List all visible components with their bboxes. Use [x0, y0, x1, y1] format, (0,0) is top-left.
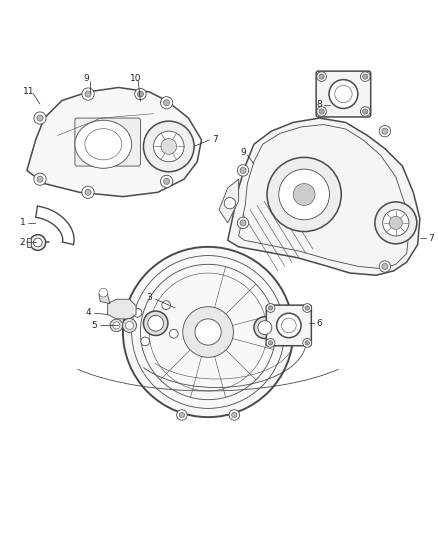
Circle shape	[170, 329, 178, 338]
Circle shape	[153, 131, 184, 161]
FancyBboxPatch shape	[266, 305, 311, 346]
Circle shape	[85, 189, 91, 195]
Circle shape	[319, 109, 324, 114]
Circle shape	[303, 338, 311, 348]
Circle shape	[33, 238, 42, 247]
Circle shape	[293, 183, 315, 205]
Text: 7: 7	[212, 135, 218, 144]
Circle shape	[266, 338, 275, 348]
Circle shape	[389, 216, 403, 229]
Circle shape	[258, 321, 272, 335]
Circle shape	[317, 72, 326, 82]
Circle shape	[383, 210, 409, 236]
Circle shape	[363, 109, 368, 114]
PathPatch shape	[228, 118, 420, 275]
Circle shape	[237, 165, 249, 176]
Circle shape	[382, 263, 388, 270]
Circle shape	[138, 91, 144, 97]
Text: 10: 10	[130, 74, 142, 83]
Text: 7: 7	[428, 233, 434, 243]
Circle shape	[144, 311, 168, 335]
Circle shape	[82, 88, 94, 100]
Circle shape	[360, 107, 370, 116]
Circle shape	[126, 321, 134, 329]
PathPatch shape	[99, 290, 110, 304]
Circle shape	[123, 247, 293, 417]
Circle shape	[277, 313, 301, 338]
FancyBboxPatch shape	[75, 118, 141, 166]
Circle shape	[240, 220, 246, 226]
Circle shape	[183, 306, 233, 357]
Circle shape	[99, 288, 108, 297]
Circle shape	[360, 72, 370, 82]
Circle shape	[379, 125, 391, 137]
Ellipse shape	[75, 120, 132, 168]
Circle shape	[161, 139, 177, 154]
Circle shape	[303, 304, 311, 312]
Text: 3: 3	[146, 293, 152, 302]
PathPatch shape	[219, 179, 239, 223]
Circle shape	[237, 217, 249, 229]
Circle shape	[224, 198, 236, 209]
Circle shape	[82, 186, 94, 198]
PathPatch shape	[27, 87, 201, 197]
Circle shape	[266, 304, 275, 312]
Text: 2: 2	[20, 238, 25, 247]
Circle shape	[240, 167, 246, 174]
Circle shape	[148, 316, 163, 331]
Circle shape	[268, 306, 273, 310]
Bar	[27, 238, 31, 247]
Circle shape	[160, 175, 173, 188]
Circle shape	[363, 74, 368, 79]
Circle shape	[37, 176, 43, 182]
Circle shape	[177, 410, 187, 420]
Circle shape	[267, 157, 341, 231]
Circle shape	[232, 413, 237, 417]
Circle shape	[317, 107, 326, 116]
Circle shape	[163, 100, 170, 106]
Circle shape	[30, 235, 46, 251]
Circle shape	[195, 319, 221, 345]
Circle shape	[382, 128, 388, 134]
Circle shape	[254, 317, 276, 338]
Text: 1: 1	[20, 219, 25, 228]
Text: 9: 9	[83, 74, 89, 83]
Circle shape	[179, 413, 184, 417]
Text: 8: 8	[317, 100, 322, 109]
Circle shape	[319, 74, 324, 79]
Circle shape	[163, 179, 170, 184]
Text: 6: 6	[317, 319, 322, 328]
Circle shape	[379, 261, 391, 272]
Circle shape	[229, 410, 240, 420]
Circle shape	[85, 91, 91, 97]
Circle shape	[305, 341, 309, 345]
Circle shape	[110, 319, 123, 332]
Circle shape	[268, 341, 273, 345]
Circle shape	[305, 306, 309, 310]
Circle shape	[135, 88, 146, 100]
Circle shape	[160, 96, 173, 109]
Text: 4: 4	[85, 308, 91, 317]
PathPatch shape	[108, 299, 136, 319]
Text: 9: 9	[240, 149, 246, 157]
Text: 5: 5	[92, 321, 97, 330]
Text: 11: 11	[23, 87, 35, 96]
Circle shape	[279, 169, 329, 220]
Circle shape	[375, 202, 417, 244]
Circle shape	[34, 112, 46, 124]
Circle shape	[123, 318, 137, 333]
Circle shape	[34, 173, 46, 185]
Circle shape	[162, 301, 170, 310]
Circle shape	[133, 309, 142, 317]
Circle shape	[144, 121, 194, 172]
Circle shape	[37, 115, 43, 121]
Circle shape	[113, 322, 120, 329]
FancyBboxPatch shape	[316, 71, 371, 117]
Circle shape	[329, 79, 358, 108]
Circle shape	[141, 337, 150, 346]
